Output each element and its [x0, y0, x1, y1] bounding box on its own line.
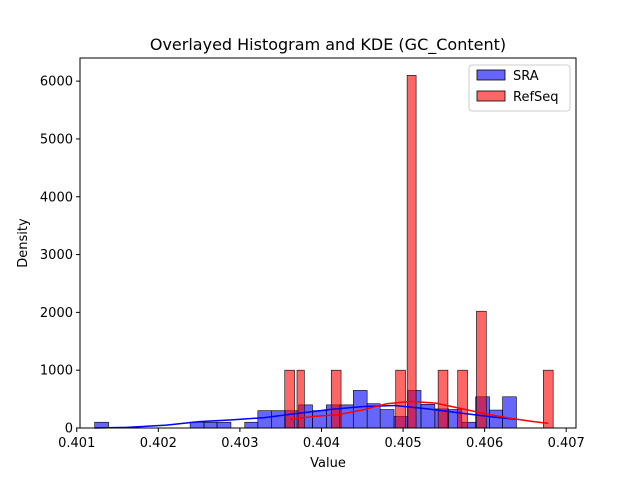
- legend-swatch-sra: [476, 69, 506, 81]
- bar-sra-4: [216, 421, 232, 429]
- bar-sra-7: [257, 410, 273, 429]
- bar-refseq-12: [457, 369, 468, 429]
- legend-label-sra: SRA: [513, 69, 539, 84]
- x-tick-label: 0.403: [221, 436, 258, 451]
- bar-refseq-4: [330, 369, 342, 429]
- x-tick-label: 0.405: [384, 436, 421, 451]
- y-tick-label: 1000: [40, 364, 73, 379]
- bar-sra-16: [379, 409, 395, 429]
- kde-line-sra: [94, 404, 517, 429]
- legend: SRA RefSeq: [468, 64, 571, 112]
- bar-refseq-10: [437, 369, 449, 429]
- plot-frame: [79, 57, 577, 429]
- bar-sra-6: [244, 421, 259, 429]
- x-tick-label: 0.401: [58, 436, 95, 451]
- y-tick-label: 0: [65, 422, 73, 437]
- y-axis-label: Density: [16, 218, 31, 268]
- y-tick-label: 6000: [40, 75, 73, 90]
- kde-line-refseq: [289, 400, 549, 425]
- x-tick-label: 0.406: [466, 436, 503, 451]
- bar-sra-25: [502, 396, 517, 429]
- bar-sra-24: [489, 409, 503, 429]
- x-tick-label: 0.407: [548, 436, 585, 451]
- bar-refseq-2: [296, 369, 305, 429]
- bar-refseq-6: [395, 369, 406, 429]
- y-tick-label: 5000: [40, 132, 73, 147]
- bar-refseq-14: [476, 310, 487, 429]
- chart-title: Overlayed Histogram and KDE (GC_Content): [150, 35, 506, 55]
- legend-swatch-refseq: [476, 90, 506, 102]
- bar-sra-11: [312, 410, 327, 429]
- bar-refseq-8: [406, 75, 417, 429]
- bar-refseq-16: [543, 369, 554, 429]
- legend-label-refseq: RefSeq: [513, 90, 559, 105]
- x-tick-label: 0.402: [140, 436, 177, 451]
- bar-sra-8: [271, 410, 286, 429]
- bar-sra-3: [203, 421, 218, 429]
- y-tick-label: 2000: [40, 306, 73, 321]
- y-tick-label: 3000: [40, 248, 73, 263]
- y-tick-label: 4000: [40, 190, 73, 205]
- x-axis-label: Value: [310, 456, 346, 471]
- x-tick-label: 0.404: [303, 436, 340, 451]
